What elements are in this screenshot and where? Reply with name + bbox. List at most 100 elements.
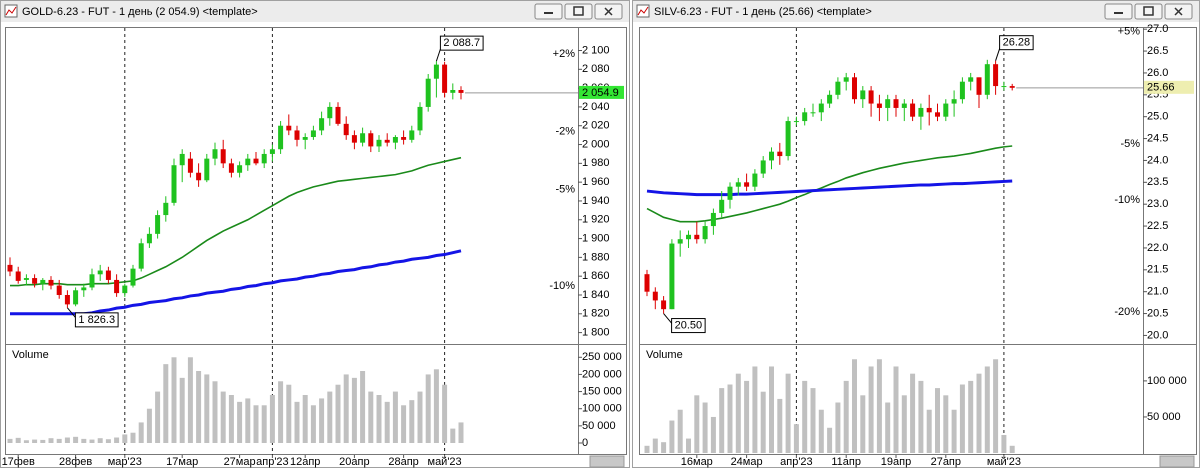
candle-body — [710, 212, 716, 227]
candle-body — [220, 149, 226, 164]
volume-bar — [1009, 445, 1015, 453]
volume-bar — [760, 391, 766, 453]
window-icon — [4, 4, 18, 18]
maximize-button[interactable] — [564, 3, 593, 20]
maximize-glyph — [573, 6, 584, 16]
moving-average-line — [646, 179, 1013, 197]
candle-body — [343, 123, 349, 136]
volume-bar — [327, 391, 333, 443]
volume-bar — [40, 439, 46, 443]
last-price-text: 25.66 — [1147, 82, 1175, 94]
candle-body — [196, 172, 202, 181]
volume-tick-label: 50 000 — [1147, 411, 1181, 423]
candle-body — [392, 137, 398, 143]
volume-bar — [442, 384, 448, 443]
candle-body — [204, 158, 210, 181]
x-tick-label: 27мар — [224, 456, 256, 468]
volume-bar — [976, 373, 982, 453]
candle-body — [943, 103, 949, 117]
volume-bar — [793, 424, 799, 453]
volume-bar — [368, 391, 374, 443]
volume-bar — [677, 409, 683, 453]
volume-bar — [409, 400, 415, 443]
volume-bar — [64, 437, 70, 443]
volume-bar — [744, 380, 750, 453]
volume-bar — [360, 371, 366, 443]
percent-level-label: -20% — [1114, 306, 1140, 318]
candle-body — [73, 290, 79, 305]
y-tick-label: 25.0 — [1147, 111, 1168, 123]
last-price-text: 2 054.9 — [582, 87, 619, 99]
scroll-thumb[interactable] — [589, 455, 625, 468]
y-tick-label: 1 960 — [582, 176, 610, 188]
low-label-text: 20.50 — [675, 319, 703, 331]
candle-body — [81, 287, 87, 291]
volume-bar — [910, 373, 916, 453]
x-tick-label: май'23 — [987, 456, 1021, 468]
volume-bar — [984, 366, 990, 453]
x-tick-label: 19апр — [881, 456, 911, 468]
volume-bar — [286, 384, 292, 443]
volume-bar — [661, 442, 667, 453]
moving-average-line — [10, 156, 462, 287]
volume-bar — [885, 402, 891, 453]
candle-body — [122, 285, 128, 294]
y-tick-label: 2 000 — [582, 138, 610, 150]
candle-body — [777, 151, 783, 157]
candle-body — [959, 81, 965, 100]
y-tick-label: 2 080 — [582, 63, 610, 75]
volume-bar — [294, 401, 300, 443]
volume-bar — [860, 395, 866, 453]
candle-body — [793, 121, 799, 123]
y-tick-label: 2 020 — [582, 120, 610, 132]
candle-body — [785, 121, 791, 157]
scroll-thumb[interactable] — [1159, 455, 1195, 468]
window-icon — [636, 4, 650, 18]
y-tick-label: 22.5 — [1147, 220, 1168, 232]
y-tick-label: 1 920 — [582, 214, 610, 226]
candle-body — [245, 158, 251, 166]
volume-bar — [702, 402, 708, 453]
volume-bar — [458, 422, 464, 443]
volume-bar — [876, 359, 882, 453]
volume-bar — [918, 380, 924, 453]
candle-body — [130, 268, 136, 286]
candle-body — [48, 279, 54, 286]
candle-body — [686, 234, 691, 240]
volume-bar — [171, 357, 177, 443]
volume-bar — [993, 359, 999, 453]
maximize-button[interactable] — [1134, 3, 1163, 20]
window-icon-line — [5, 6, 17, 16]
y-tick-label: 1 840 — [582, 289, 610, 301]
percent-level-label: -10% — [549, 280, 575, 292]
volume-bar — [15, 437, 21, 443]
window-title: SILV-6.23 - FUT - 1 день (25.66) <templa… — [654, 6, 872, 18]
y-tick-label: 20.0 — [1147, 329, 1168, 341]
volume-bar — [935, 388, 940, 453]
x-tick-label: 28фев — [59, 456, 92, 468]
candle-body — [951, 99, 957, 104]
volume-bar — [48, 438, 54, 443]
volume-bar — [735, 373, 741, 453]
volume-bar — [146, 408, 152, 443]
volume-bar — [97, 438, 103, 443]
volume-bar — [417, 391, 423, 443]
volume-bar — [785, 373, 791, 453]
volume-bar — [926, 409, 932, 453]
candle-body — [910, 103, 916, 117]
volume-bar — [204, 374, 210, 443]
candle-body — [702, 226, 708, 240]
minimize-button[interactable] — [534, 3, 563, 20]
minimize-button[interactable] — [1104, 3, 1133, 20]
candle-body — [319, 118, 325, 131]
candle-body — [893, 99, 899, 108]
volume-bar — [253, 405, 259, 443]
low-label-box — [74, 312, 119, 328]
candle-body — [409, 130, 415, 140]
candle-body — [302, 137, 308, 140]
volume-bar — [893, 366, 899, 453]
candle-body — [351, 135, 357, 143]
x-tick-label: 20апр — [339, 456, 369, 468]
volume-label: Volume — [12, 349, 49, 361]
